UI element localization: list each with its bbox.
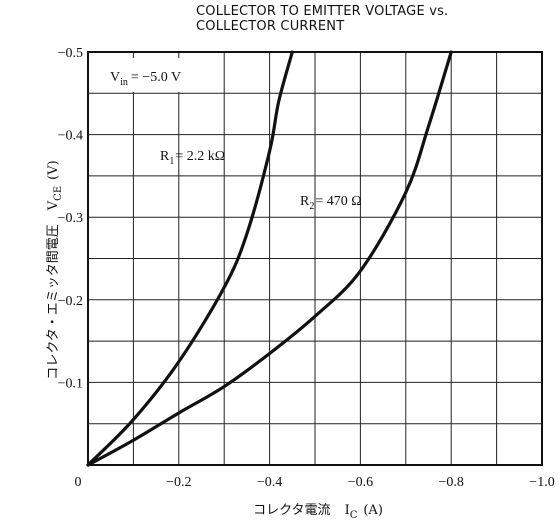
series-layer — [86, 50, 453, 467]
x-tick-label: −0.6 — [348, 475, 373, 490]
y-tick-label: −0.2 — [58, 294, 83, 309]
series-label-r1: R1= 2.2 kΩ — [160, 149, 225, 167]
condition-label: Vin = −5.0 V — [110, 70, 181, 88]
series-line-2 — [86, 50, 453, 467]
grid — [88, 52, 542, 465]
plot-frame — [87, 51, 543, 466]
x-tick-label: −0.8 — [438, 475, 463, 490]
condition-box: Vin = −5.0 V — [100, 58, 188, 92]
x-tick-label: 0 — [75, 475, 82, 490]
x-axis-label: コレクタ電流 IC (A) — [253, 503, 383, 521]
x-tick-label: −0.2 — [166, 475, 191, 490]
x-tick-labels: 0 −0.2 −0.4 −0.6 −0.8 −1.0 — [75, 475, 555, 490]
y-tick-labels: −0.1 −0.2 −0.3 −0.4 −0.5 — [58, 46, 83, 391]
y-tick-label: −0.4 — [58, 129, 83, 144]
x-tick-label: −0.4 — [257, 475, 282, 490]
series-label-r2: R2= 470 Ω — [300, 194, 362, 212]
y-tick-label: −0.5 — [58, 46, 83, 61]
series-line-1 — [86, 50, 294, 467]
y-tick-label: −0.3 — [58, 211, 83, 226]
y-tick-label: −0.1 — [58, 376, 83, 391]
chart-title-line-2: COLLECTOR CURRENT — [196, 19, 345, 34]
x-tick-label: −1.0 — [529, 475, 554, 490]
chart-title-line-1: COLLECTOR TO EMITTER VOLTAGE vs. — [196, 4, 449, 19]
y-axis-label: コレクタ・エミッタ間電圧VCE(V) — [46, 160, 64, 379]
